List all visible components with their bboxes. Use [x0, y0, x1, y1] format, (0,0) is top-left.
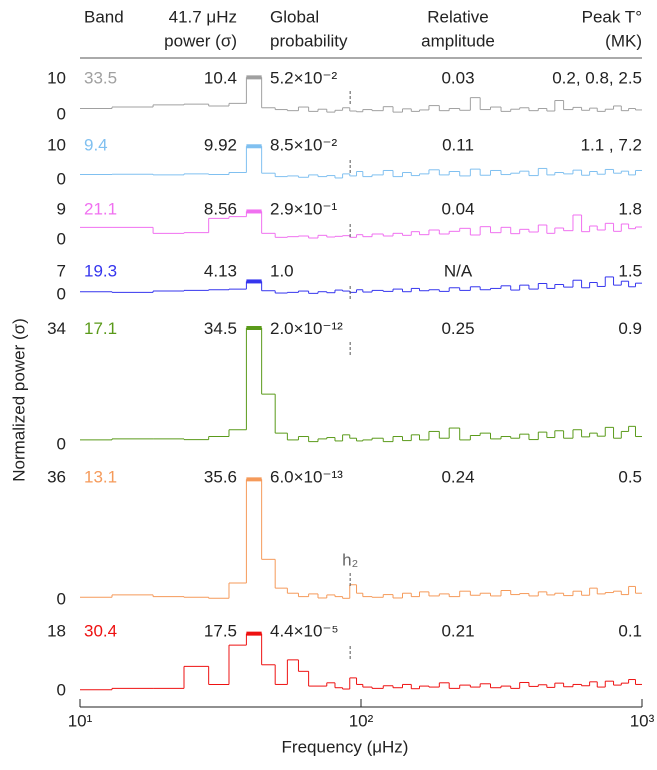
amplitude: 0.04: [441, 199, 474, 218]
spectrum: [80, 633, 642, 691]
y-tick-label: 7: [57, 261, 66, 280]
power: 35.6: [204, 467, 237, 486]
band: 17.1: [84, 319, 117, 338]
probability: 6.0×10⁻¹³: [270, 467, 343, 486]
column-header: Relative: [427, 7, 488, 26]
peak-temperature: 0.5: [618, 467, 642, 486]
column-header: Peak T°: [582, 7, 642, 26]
spectrum: [80, 327, 642, 443]
power: 10.4: [204, 68, 237, 87]
column-header: Global: [270, 7, 319, 26]
power: 9.92: [204, 135, 237, 154]
y-tick-label: 0: [57, 434, 66, 453]
y-tick-label: 0: [57, 680, 66, 699]
probability: 2.9×10⁻¹: [270, 199, 337, 218]
y-tick-label: 34: [47, 319, 66, 338]
column-header: amplitude: [421, 31, 495, 50]
band: 13.1: [84, 467, 117, 486]
column-header: 41.7 μHz: [169, 7, 237, 26]
peak-temperature: 0.9: [618, 319, 642, 338]
y-tick-label: 18: [47, 621, 66, 640]
y-tick-label: 9: [57, 199, 66, 218]
peak-temperature: 1.5: [618, 261, 642, 280]
x-axis-label: Frequency (μHz): [282, 737, 409, 756]
power: 4.13: [204, 261, 237, 280]
power: 17.5: [204, 621, 237, 640]
probability: 1.0: [270, 261, 294, 280]
power: 34.5: [204, 319, 237, 338]
y-tick-label: 0: [57, 589, 66, 608]
spectrum: [80, 76, 642, 113]
spectrum: [80, 478, 642, 599]
y-tick-label: 0: [57, 104, 66, 123]
band: 30.4: [84, 621, 117, 640]
peak-temperature: 1.8: [618, 199, 642, 218]
x-tick-label: 10²: [349, 711, 374, 730]
probability: 2.0×10⁻¹²: [270, 319, 343, 338]
probability: 8.5×10⁻²: [270, 135, 337, 154]
x-tick-label: 10³: [630, 711, 655, 730]
amplitude: 0.21: [441, 621, 474, 640]
band: 19.3: [84, 261, 117, 280]
peak-temperature: 0.1: [618, 621, 642, 640]
power: 8.56: [204, 199, 237, 218]
amplitude: 0.11: [442, 135, 474, 154]
y-tick-label: 0: [57, 229, 66, 248]
annotation: h₂: [342, 550, 358, 569]
y-tick-label: 10: [47, 135, 66, 154]
amplitude: N/A: [444, 261, 473, 280]
column-header: power (σ): [164, 31, 237, 50]
amplitude: 0.03: [441, 68, 474, 87]
column-header: probability: [270, 31, 348, 50]
amplitude: 0.24: [441, 467, 474, 486]
probability: 4.4×10⁻⁵: [270, 621, 339, 640]
y-tick-label: 10: [47, 68, 66, 87]
column-header: Band: [84, 7, 124, 26]
spectrum: [80, 145, 642, 179]
y-tick-label: 0: [57, 284, 66, 303]
band: 21.1: [84, 199, 117, 218]
amplitude: 0.25: [441, 319, 474, 338]
spectrum: [80, 276, 642, 294]
column-header: (MK): [605, 31, 642, 50]
y-tick-label: 0: [57, 169, 66, 188]
probability: 5.2×10⁻²: [270, 68, 337, 87]
band: 33.5: [84, 68, 117, 87]
y-axis-label: Normalized power (σ): [9, 318, 28, 482]
peak-temperature: 1.1 , 7.2: [581, 135, 642, 154]
peak-temperature: 0.2, 0.8, 2.5: [552, 68, 642, 87]
band: 9.4: [84, 135, 108, 154]
x-tick-label: 10¹: [68, 711, 93, 730]
y-tick-label: 36: [47, 467, 66, 486]
spectrum: [80, 210, 642, 239]
